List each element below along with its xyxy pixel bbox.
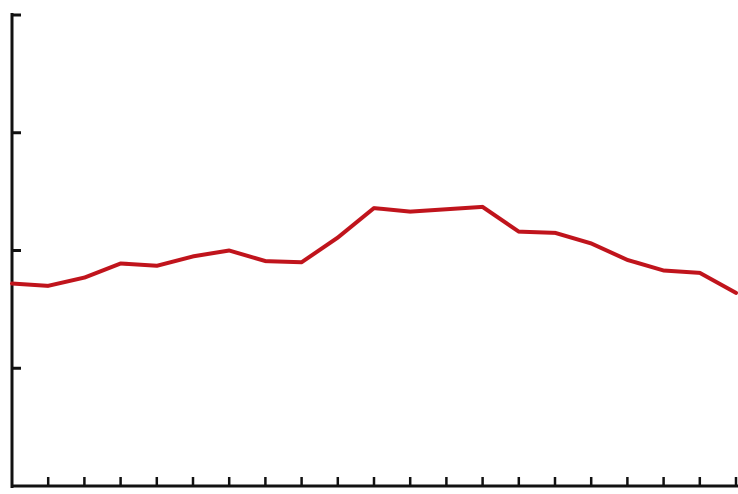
data-line (10, 204, 738, 295)
